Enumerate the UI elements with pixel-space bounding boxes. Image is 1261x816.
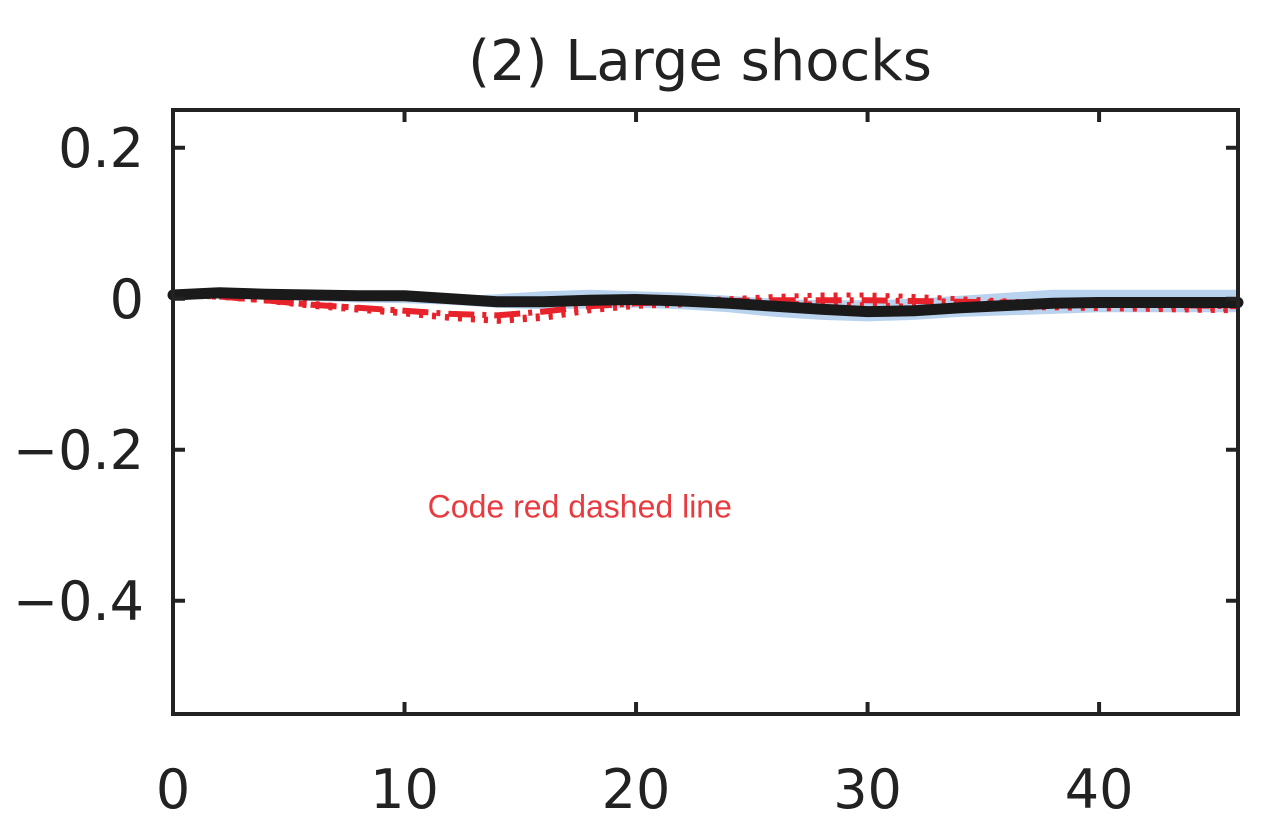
x-tick-label: 30	[833, 758, 902, 816]
annotation-label: Code red dashed line	[428, 489, 732, 525]
chart-title: (2) Large shocks	[468, 29, 932, 94]
tick-label-layer: 0 10 20 30 40 0.2 0 −0.2 −0.4	[13, 117, 1134, 816]
x-tick-label: 0	[156, 758, 190, 816]
plot-frame	[171, 108, 1240, 716]
x-tick-label: 40	[1065, 758, 1134, 816]
y-tick-label: 0	[110, 268, 144, 331]
series-layer	[167, 287, 1244, 324]
y-tick-label: −0.2	[13, 419, 144, 482]
y-tick-label: −0.4	[13, 570, 144, 633]
tick-layer	[171, 110, 1238, 714]
x-tick-label: 20	[602, 758, 671, 816]
series-line-1	[167, 287, 1244, 318]
y-tick-label: 0.2	[58, 117, 144, 180]
x-tick-label: 10	[370, 758, 439, 816]
